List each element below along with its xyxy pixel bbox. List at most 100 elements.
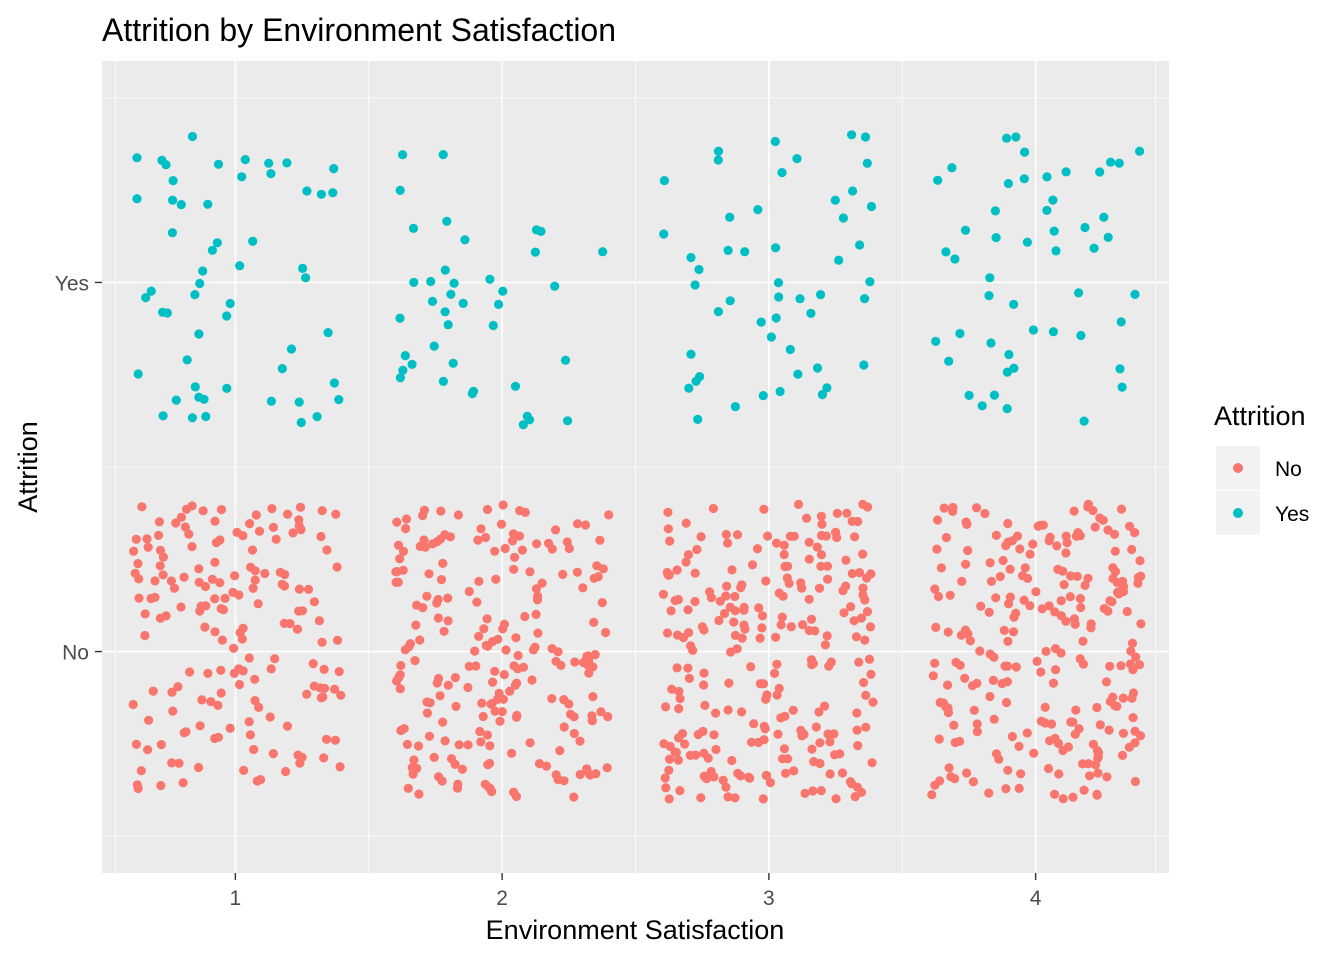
point-no [485, 741, 495, 751]
point-no [281, 766, 291, 777]
point-no [763, 531, 773, 541]
point-no [1031, 587, 1041, 597]
point-no [144, 715, 154, 725]
point-no [564, 543, 574, 554]
point-no [972, 719, 982, 729]
point-no [254, 526, 265, 536]
point-no [1061, 548, 1071, 558]
point-no [508, 529, 519, 539]
point-no [685, 750, 695, 761]
point-yes [1051, 246, 1061, 256]
point-no [1135, 556, 1145, 566]
point-yes [793, 369, 803, 379]
point-yes [264, 158, 274, 168]
point-yes [713, 146, 724, 156]
point-yes [771, 243, 781, 253]
point-no [477, 698, 487, 708]
point-no [759, 504, 769, 514]
point-no [294, 584, 304, 594]
point-no [443, 593, 453, 603]
point-no [989, 714, 999, 724]
point-no [418, 510, 428, 521]
point-no [302, 689, 312, 699]
point-no [232, 527, 242, 538]
point-no [497, 707, 507, 717]
point-no [206, 697, 216, 707]
point-no [490, 666, 500, 676]
point-no [971, 503, 982, 513]
point-yes [693, 414, 703, 424]
point-no [758, 679, 769, 689]
point-yes [488, 320, 498, 331]
point-no [1093, 768, 1103, 778]
point-no [658, 589, 669, 599]
point-no [238, 623, 248, 633]
point-no [1022, 728, 1032, 738]
point-no [737, 633, 747, 643]
point-no [1105, 661, 1115, 671]
point-no [945, 590, 955, 600]
point-no [1130, 776, 1140, 787]
point-no [133, 559, 143, 569]
point-no [1118, 728, 1128, 738]
point-no [779, 744, 790, 754]
point-no [774, 683, 784, 694]
point-no [140, 630, 150, 641]
point-no [507, 536, 518, 546]
point-no [956, 630, 967, 640]
x-tick-label: 2 [496, 887, 508, 910]
point-no [509, 661, 519, 671]
point-no [220, 593, 230, 604]
point-yes [753, 205, 763, 215]
point-no [171, 518, 181, 528]
point-no [853, 741, 863, 751]
point-no [960, 673, 970, 683]
point-no [1098, 515, 1108, 525]
point-no [525, 738, 535, 748]
legend-entry-yes: Yes [1216, 491, 1309, 535]
point-no [464, 586, 474, 597]
point-no [1085, 771, 1095, 781]
point-no [1088, 739, 1098, 749]
point-yes [933, 175, 943, 185]
point-no [793, 499, 804, 509]
point-no [578, 583, 588, 593]
point-yes [725, 296, 735, 306]
point-no [825, 769, 835, 779]
point-no [570, 657, 580, 667]
point-no [245, 519, 255, 529]
point-no [294, 606, 304, 616]
point-yes [440, 307, 450, 317]
point-no [176, 602, 186, 612]
point-no [207, 574, 217, 584]
point-yes [190, 382, 200, 392]
point-yes [407, 359, 417, 369]
point-no [500, 543, 510, 554]
point-no [1029, 748, 1039, 758]
point-no [989, 652, 999, 662]
point-no [852, 725, 862, 735]
point-yes [866, 201, 877, 212]
legend-label-yes: Yes [1275, 503, 1309, 526]
point-yes [1099, 212, 1109, 222]
point-no [851, 632, 862, 642]
point-no [699, 680, 709, 690]
point-no [1001, 697, 1012, 708]
point-yes [1009, 299, 1019, 309]
point-yes [187, 413, 197, 423]
point-no [185, 667, 195, 677]
point-yes [468, 386, 479, 396]
point-no [821, 531, 831, 541]
point-yes [560, 355, 571, 365]
point-no [817, 519, 827, 529]
point-yes [237, 172, 247, 182]
point-no [858, 549, 868, 559]
point-no [984, 607, 994, 617]
point-yes [1049, 226, 1059, 236]
minor-gridlines [102, 61, 1169, 873]
point-no [662, 567, 672, 578]
point-yes [395, 373, 405, 383]
point-yes [176, 200, 186, 210]
point-no [1048, 678, 1059, 688]
point-yes [550, 281, 560, 291]
